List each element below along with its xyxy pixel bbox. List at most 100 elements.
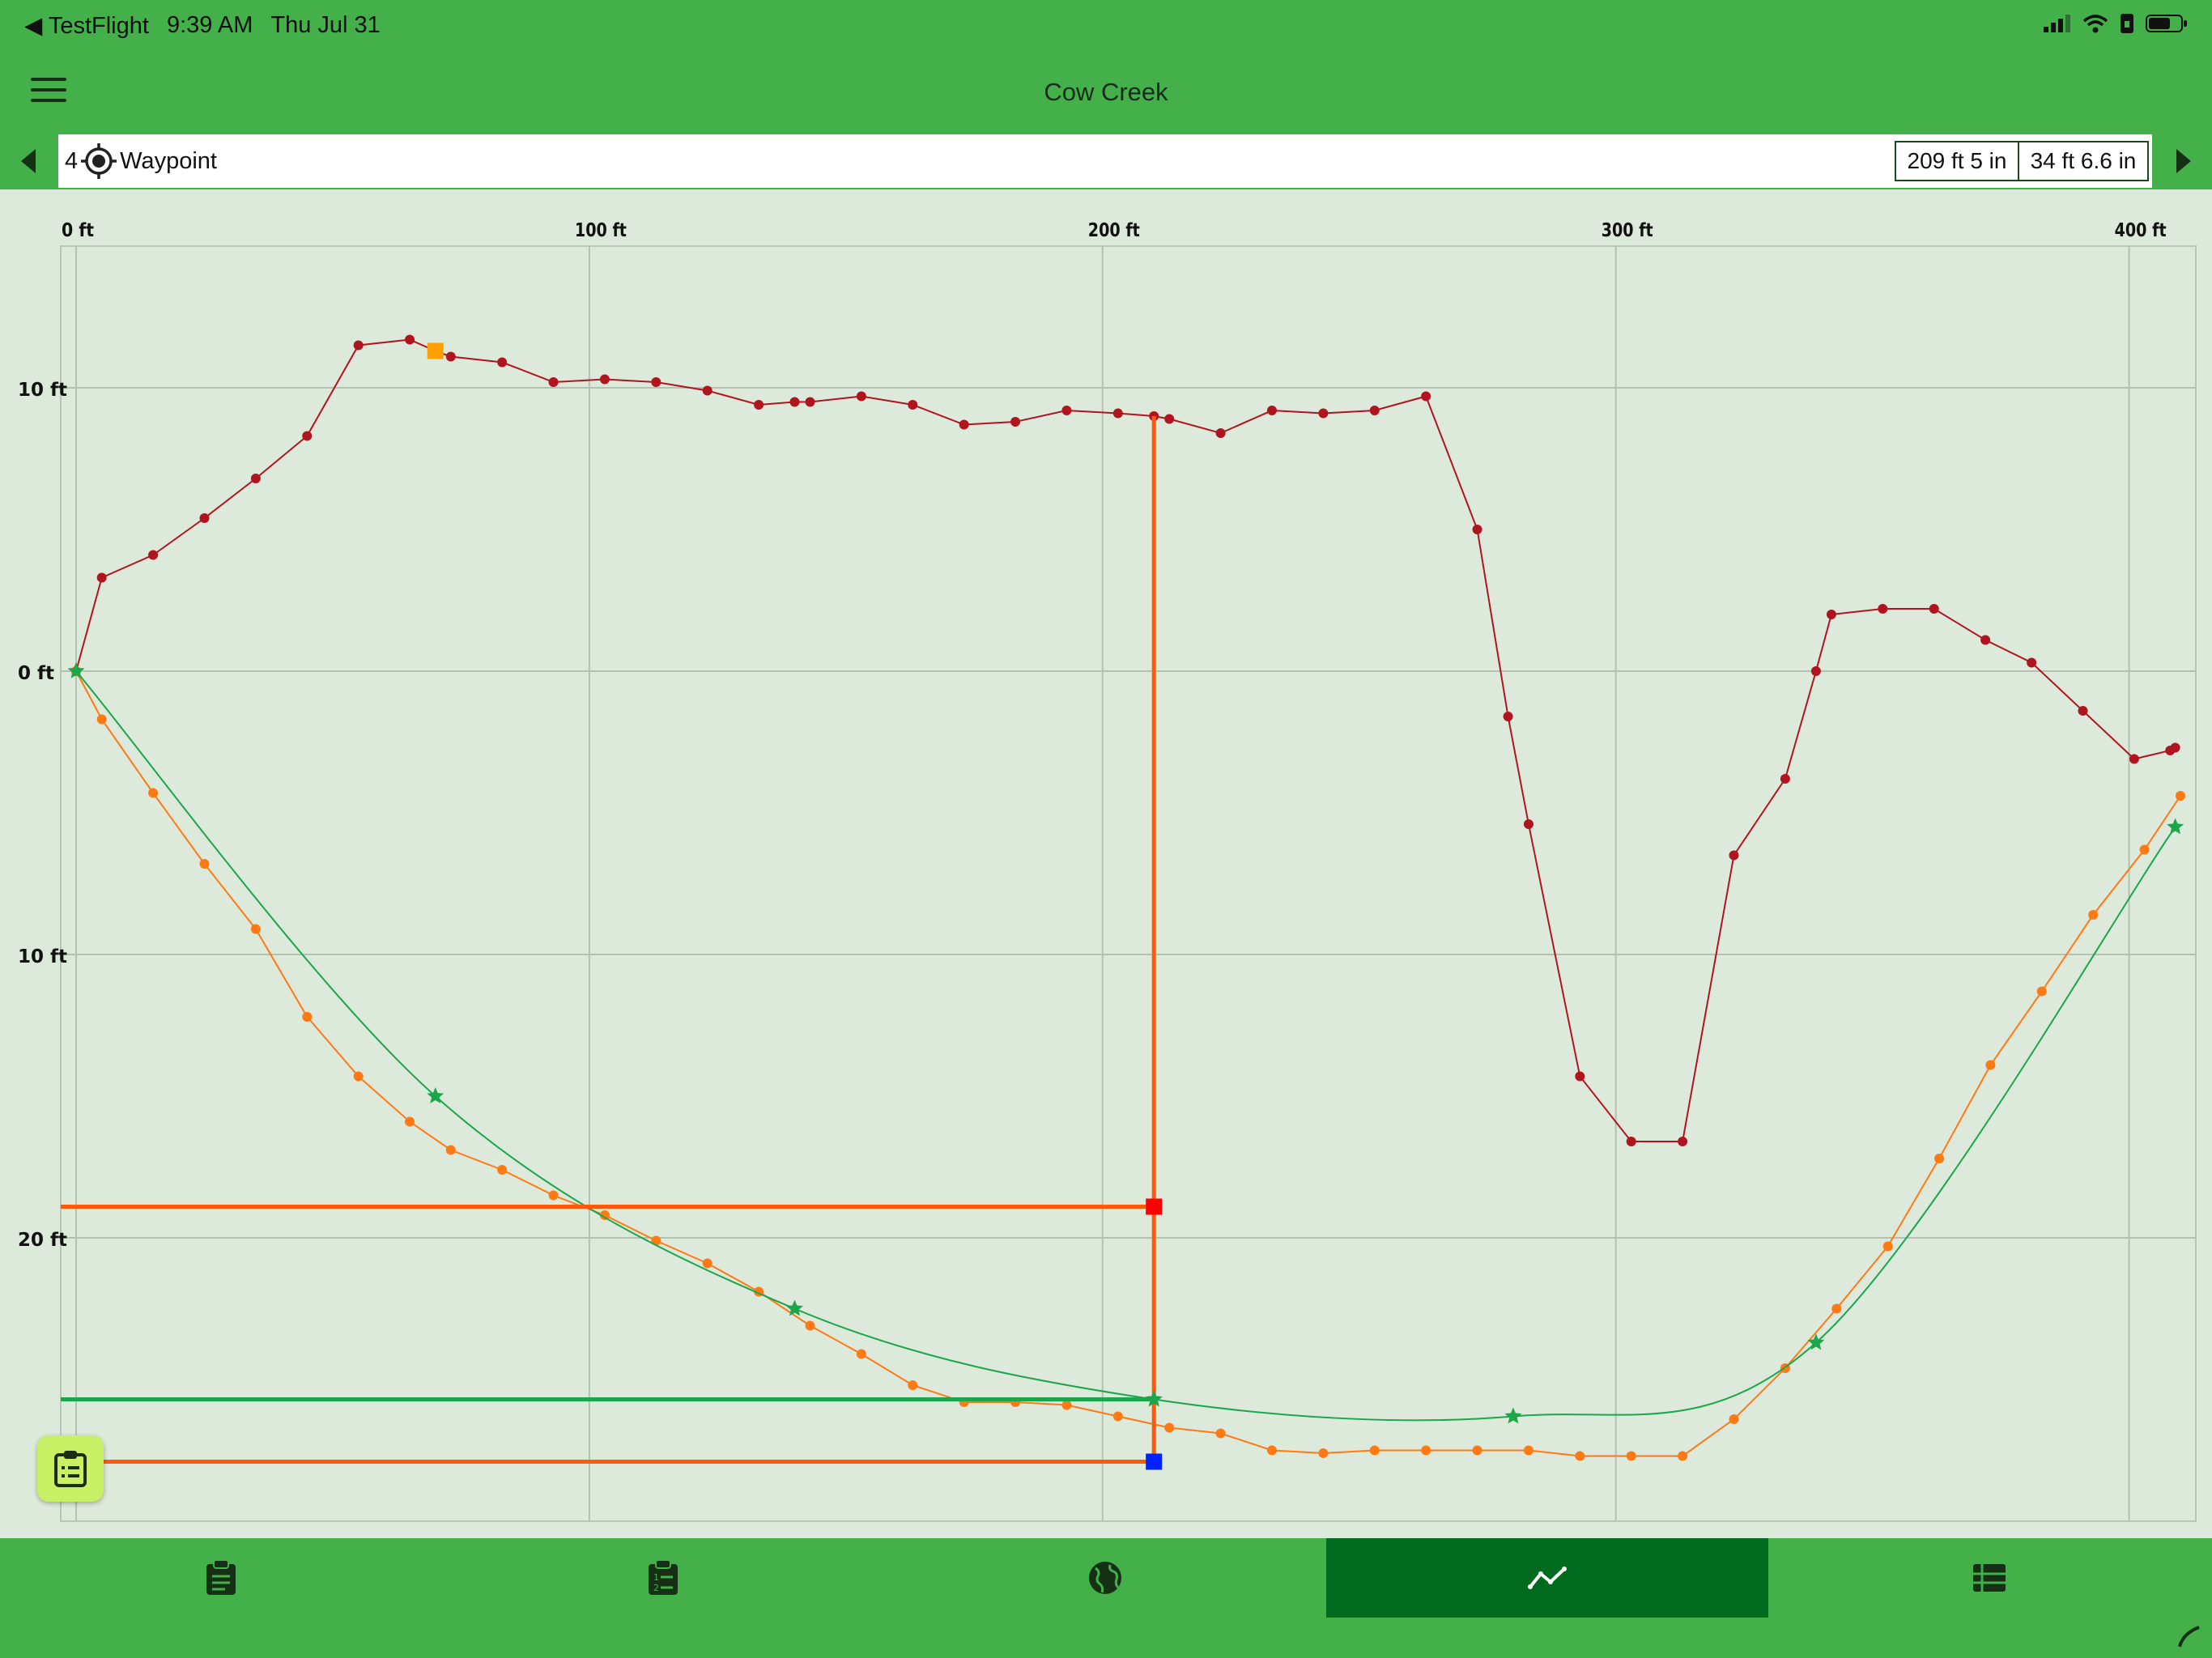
waypoint-selector[interactable]: 4 Waypoint 209 ft 5 in 34 ft 6.6 in: [58, 134, 2152, 188]
navigation-bar: Cow Creek: [0, 52, 2212, 133]
tab-table[interactable]: [1768, 1538, 2210, 1618]
globe-icon: [1089, 1562, 1121, 1594]
bottom-profile-point: [1831, 1303, 1842, 1314]
previous-waypoint-button[interactable]: [0, 133, 57, 189]
x-tick-label: 0 ft: [62, 220, 94, 241]
fitted-star-marker: [1504, 1407, 1522, 1424]
svg-text:2: 2: [653, 1583, 659, 1593]
line-chart-icon: [1528, 1567, 1567, 1589]
notes-fab-button[interactable]: [37, 1435, 104, 1502]
ground-profile-point: [1810, 666, 1821, 676]
ground-profile-point: [353, 340, 364, 351]
ground-profile-point: [1729, 850, 1739, 861]
hamburger-menu-icon[interactable]: [31, 78, 66, 107]
next-waypoint-button[interactable]: [2155, 133, 2212, 189]
ground-profile-line: [75, 338, 2176, 1142]
fitted-star-marker: [786, 1299, 803, 1316]
back-triangle-icon: ◀: [24, 13, 49, 39]
fitted-star-marker: [67, 662, 85, 678]
bottom-profile-point: [1318, 1448, 1329, 1458]
portrait-lock-icon: [2121, 14, 2133, 33]
fitted-star-marker: [427, 1087, 445, 1103]
waypoint-bar: 4 Waypoint 209 ft 5 in 34 ft 6.6 in: [0, 133, 2212, 189]
battery-icon: [2146, 15, 2187, 32]
bottom-profile-point: [96, 714, 107, 725]
bottom-profile-point: [2088, 910, 2099, 920]
ground-profile-point: [302, 431, 313, 441]
ground-profile-point: [1523, 819, 1534, 829]
page-title: Cow Creek: [1044, 78, 1168, 106]
triangle-left-icon: [21, 149, 36, 173]
bottom-profile-point: [1729, 1414, 1739, 1424]
fitted-curve-line: [75, 670, 2176, 1422]
orange-square-marker: [427, 342, 444, 359]
tab-profile[interactable]: [1326, 1538, 1768, 1618]
waypoint-number: 4: [65, 147, 79, 174]
table-list-icon: [1973, 1564, 2006, 1592]
ground-profile-point: [1266, 406, 1277, 415]
ground-profile-point: [754, 400, 764, 410]
tab-clipboard[interactable]: [0, 1538, 442, 1618]
depth-readout: 34 ft 6.6 in: [2018, 141, 2149, 181]
bottom-profile-point: [1523, 1445, 1534, 1456]
bottom-profile-point: [250, 924, 261, 934]
svg-text:1: 1: [653, 1572, 659, 1583]
tab-map[interactable]: [884, 1538, 1326, 1618]
bottom-profile-point: [1266, 1445, 1277, 1456]
ground-profile-point: [445, 351, 456, 362]
ground-profile-point: [1010, 417, 1021, 427]
bottom-profile-point: [199, 859, 210, 869]
ground-profile-point: [1826, 610, 1836, 619]
ground-profile-point: [789, 397, 800, 407]
bottom-profile-point: [353, 1071, 364, 1082]
bottom-profile-point: [2036, 986, 2047, 997]
ground-profile-point: [651, 377, 661, 387]
ground-profile-point: [1112, 408, 1123, 419]
ground-profile-point: [497, 357, 508, 368]
bottom-profile-point: [651, 1235, 661, 1246]
y-tick-label: 20 ft: [18, 1230, 67, 1251]
bottom-profile-point: [1678, 1451, 1688, 1461]
ground-profile-point: [1369, 406, 1380, 415]
bottom-profile-point: [702, 1258, 713, 1269]
ground-profile-point: [805, 397, 815, 407]
ground-profile-point: [856, 391, 866, 402]
ground-profile-point: [1061, 406, 1072, 415]
bottom-profile-point: [405, 1116, 415, 1127]
bottom-profile-point: [302, 1012, 313, 1022]
ground-profile-point: [1503, 712, 1513, 721]
ground-profile-point: [1215, 428, 1226, 438]
profile-chart-area[interactable]: 0 ft 100 ft 200 ft 300 ft 400 ft 10 ft 0 ft 10 …: [0, 189, 2212, 1538]
x-tick-label: 300 ft: [1602, 220, 1653, 241]
ground-profile-point: [148, 550, 159, 560]
ground-profile-point: [2170, 742, 2180, 753]
back-to-testflight[interactable]: ◀ TestFlight: [24, 13, 149, 39]
ground-profile-point: [599, 374, 610, 385]
ground-profile-point: [1472, 525, 1482, 534]
ground-profile-point: [908, 400, 918, 410]
cross-section-chart[interactable]: 0 ft 100 ft 200 ft 300 ft 400 ft 10 ft 0 ft 10 …: [0, 189, 2212, 1538]
ground-profile-point: [405, 334, 415, 345]
ground-profile-point: [2129, 754, 2139, 764]
bottom-profile-point: [1215, 1428, 1226, 1439]
ground-profile-point: [250, 474, 261, 483]
ground-profile-point: [1678, 1137, 1688, 1146]
triangle-right-icon: [2176, 149, 2191, 173]
x-tick-label: 100 ft: [575, 220, 627, 241]
bottom-profile-point: [148, 788, 159, 798]
bottom-profile-point: [548, 1190, 559, 1201]
y-tick-label: 0 ft: [18, 663, 54, 684]
bottom-profile-point: [1934, 1154, 1945, 1163]
cursor-blue-marker: [1146, 1453, 1163, 1470]
bottom-profile-point: [1112, 1411, 1123, 1422]
ground-profile-point: [1929, 604, 1939, 614]
ground-profile-point: [96, 572, 107, 583]
bottom-profile-point: [2175, 791, 2185, 801]
ground-profile-point: [1575, 1071, 1585, 1082]
bottom-profile-point: [1985, 1060, 1996, 1070]
distance-readout: 209 ft 5 in: [1895, 141, 2019, 181]
ground-profile-point: [1980, 635, 1991, 645]
bottom-profile-point: [805, 1320, 815, 1331]
